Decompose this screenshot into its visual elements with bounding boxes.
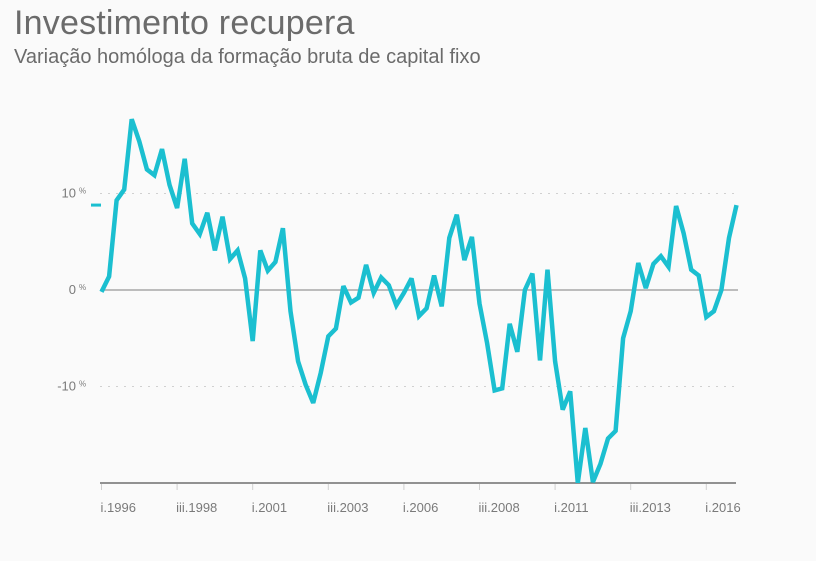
x-tick-label: iii.1998 [176,500,217,515]
chart-title: Investimento recupera [14,4,355,42]
chart-subtitle: Variação homóloga da formação bruta de c… [14,46,481,68]
x-tick-label: i.1996 [101,500,136,515]
gridlines [100,193,738,387]
y-tick-unit: % [79,283,86,292]
x-tick-label: iii.2013 [630,500,671,515]
x-tick-label: i.2001 [252,500,287,515]
x-axis: i.1996 iii.1998 i.2001 iii.2003 i.2006 iii.20… [100,482,741,515]
series-line [99,118,739,483]
y-tick-unit: % [79,187,86,196]
y-tick-label: 10 [62,186,76,201]
x-tick-label: iii.2003 [327,500,368,515]
y-tick-unit: % [79,380,86,389]
x-tick-label: iii.2008 [479,500,520,515]
y-tick-label: 0 [69,282,76,297]
x-tick-label: i.2006 [403,500,438,515]
series-layer [99,118,739,483]
y-tick-label: -10 [57,379,76,394]
x-tick-label: i.2011 [554,500,588,515]
y-axis-labels: 10 %0 %-10% [57,186,86,394]
x-tick-label: i.2016 [705,500,740,515]
